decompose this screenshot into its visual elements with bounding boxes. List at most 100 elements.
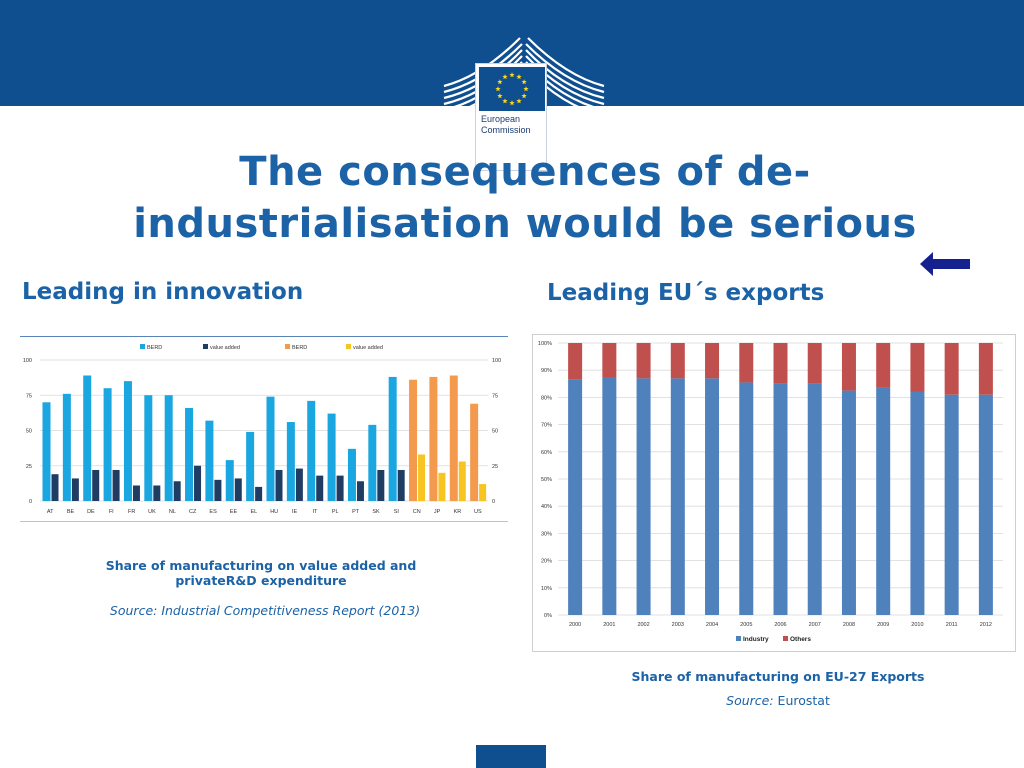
x-tick-label: ES — [209, 509, 217, 515]
bar-others — [773, 343, 788, 384]
bar-berd — [185, 407, 194, 501]
bar-value-added — [458, 461, 466, 501]
logo-line-1: European — [481, 114, 521, 124]
y2-tick-label: 25 — [492, 464, 498, 470]
bar-berd — [449, 375, 458, 501]
y-tick-label: 70% — [541, 423, 552, 429]
y-tick-label: 50% — [541, 477, 552, 483]
bar-value-added — [418, 454, 426, 501]
innovation-chart: 0 25 50 75 100 0 25 50 75 100 AT BE DE FI FR UK NL CZ ES EE… — [20, 336, 508, 522]
back-arrow-icon[interactable] — [920, 251, 972, 277]
bar-berd — [42, 402, 51, 501]
bar-value-added — [234, 478, 242, 501]
bar-industry — [568, 379, 583, 615]
bar-value-added — [132, 485, 140, 501]
bar-others — [807, 343, 822, 384]
bar-berd — [470, 403, 479, 501]
bar-berd — [307, 400, 316, 501]
legend-swatch — [783, 636, 788, 641]
y-tick-label: 100 — [23, 358, 32, 364]
x-tick-label: 2004 — [706, 622, 718, 628]
bar-value-added — [295, 468, 303, 501]
legend-swatch — [140, 344, 145, 349]
x-tick-label: 2011 — [946, 622, 958, 628]
x-tick-label: 2009 — [877, 622, 889, 628]
bar-berd — [103, 388, 112, 501]
bar-berd — [266, 396, 275, 501]
bar-value-added — [92, 469, 100, 501]
logo-text: European Commission — [481, 114, 531, 136]
x-tick-label: 2001 — [603, 622, 615, 628]
bar-berd — [205, 420, 214, 501]
bar-value-added — [316, 475, 324, 501]
x-tick-label: 2002 — [637, 622, 649, 628]
bar-berd — [347, 448, 356, 501]
x-tick-label: IT — [312, 509, 318, 515]
bar-berd — [246, 431, 255, 501]
x-tick-label: 2003 — [672, 622, 684, 628]
right-source: Source: Eurostat — [598, 693, 958, 708]
x-tick-label: CZ — [189, 509, 197, 515]
y2-tick-label: 100 — [492, 358, 501, 364]
bar-berd — [83, 375, 92, 501]
bar-berd — [327, 413, 336, 501]
slide-title: The consequences of de- industrialisatio… — [90, 146, 960, 250]
x-tick-label: NL — [169, 509, 176, 515]
bar-others — [568, 343, 583, 380]
bar-value-added — [438, 472, 446, 501]
bar-others — [739, 343, 754, 383]
x-tick-label: EL — [250, 509, 257, 515]
bar-berd — [388, 376, 397, 501]
flag-star — [521, 79, 527, 85]
y2-tick-label: 0 — [492, 499, 495, 505]
x-tick-label: UK — [148, 509, 156, 515]
bar-industry — [876, 387, 891, 615]
x-tick-label: SI — [394, 509, 400, 515]
right-heading: Leading EU´s exports — [547, 280, 825, 306]
flag-star — [495, 86, 501, 92]
x-tick-label: 2006 — [774, 622, 786, 628]
bar-berd — [225, 460, 234, 501]
legend-swatch — [346, 344, 351, 349]
y-tick-label: 75 — [26, 393, 32, 399]
x-tick-label: BE — [67, 509, 75, 515]
y-tick-label: 80% — [541, 395, 552, 401]
footer-flag-tab — [476, 745, 546, 768]
y-tick-label: 0% — [544, 613, 552, 619]
flag-star — [521, 93, 527, 99]
x-tick-label: IE — [292, 509, 298, 515]
legend-label: value added — [210, 345, 240, 351]
x-tick-label: EE — [230, 509, 238, 515]
slide-title-line-2: industrialisation would be serious — [133, 201, 917, 247]
bar-others — [876, 343, 891, 388]
y-tick-label: 50 — [26, 429, 32, 435]
bar-value-added — [214, 479, 222, 501]
bar-others — [602, 343, 617, 377]
left-heading: Leading in innovation — [22, 279, 304, 305]
legend-label: BERD — [147, 345, 162, 351]
y-tick-label: 25 — [26, 464, 32, 470]
flag-star — [509, 100, 515, 106]
flag-star — [502, 74, 508, 80]
bar-others — [636, 343, 651, 379]
x-tick-label: JP — [434, 509, 441, 515]
x-tick-label: HU — [270, 509, 278, 515]
bar-value-added — [336, 475, 344, 501]
bar-others — [910, 343, 925, 392]
x-tick-label: 2010 — [911, 622, 923, 628]
bar-value-added — [255, 486, 263, 501]
x-tick-label: KR — [454, 509, 462, 515]
x-tick-label: 2008 — [843, 622, 855, 628]
bar-value-added — [153, 485, 161, 501]
left-caption: Share of manufacturing on value added an… — [90, 558, 432, 588]
bar-value-added — [479, 484, 487, 501]
bar-industry — [807, 383, 822, 615]
flag-star — [516, 98, 522, 104]
x-tick-label: CN — [413, 509, 421, 515]
x-tick-label: AT — [47, 509, 54, 515]
legend-swatch — [285, 344, 290, 349]
legend-label: value added — [353, 345, 383, 351]
bar-value-added — [275, 469, 283, 501]
x-tick-label: FI — [109, 509, 114, 515]
flag-star — [497, 79, 503, 85]
